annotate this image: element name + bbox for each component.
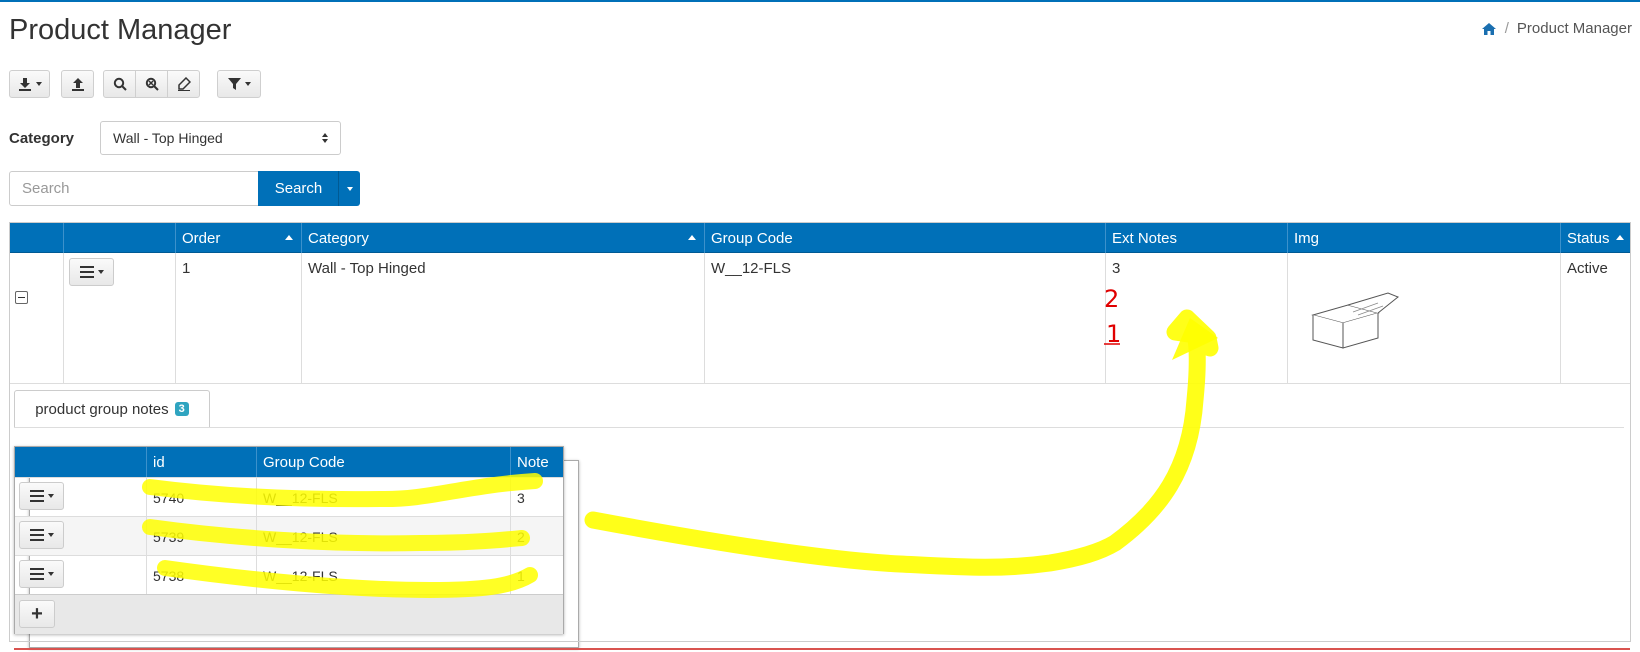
page-title-text: Product Manager [9, 14, 232, 46]
grid-cell-img [1288, 253, 1561, 383]
menu-icon [29, 529, 44, 541]
breadcrumb-current: Product Manager [1516, 20, 1632, 37]
grid-cell-actions [64, 253, 176, 383]
download-button[interactable] [9, 70, 50, 98]
download-icon [18, 78, 31, 91]
category-select[interactable]: Wall - Top Hinged [100, 121, 341, 155]
notes-cell-id: 5738 [147, 556, 257, 595]
notes-cell-actions [15, 517, 147, 556]
grid-header-order[interactable]: Order [176, 223, 302, 253]
page-title: Product Managerlist [9, 14, 579, 648]
search-input[interactable]: Search [9, 171, 259, 206]
home-icon[interactable] [1481, 21, 1497, 37]
grid-header: Order Category Group Code Ext Notes Img … [10, 223, 1630, 253]
notes-cell-note: 3 [517, 489, 525, 506]
notes-cell-note: 1 [517, 567, 525, 584]
grid-cell-expand [10, 253, 64, 383]
grid-header-ext-notes[interactable]: Ext Notes [1106, 223, 1288, 253]
notes-cell-actions [15, 556, 147, 595]
grid-cell-group-code: W__12-FLS [705, 253, 1106, 383]
row-menu-button[interactable] [19, 560, 64, 588]
tab-label: product group notes [35, 400, 169, 418]
grid-header-group-code[interactable]: Group Code [705, 223, 1106, 253]
edit-icon [177, 77, 191, 91]
notes-table: id Group Code Note 5740 W__12-FLS 3 5739… [14, 446, 564, 634]
notes-table-footer: + [15, 594, 563, 634]
grid-cell-status: Active [1567, 260, 1608, 277]
search-grid-button[interactable] [103, 70, 136, 98]
category-label: Category [9, 130, 75, 147]
upload-button[interactable] [61, 70, 94, 98]
search-button[interactable]: Search [258, 171, 339, 206]
grid-cell-ext-notes: 3 [1106, 253, 1288, 383]
tab-product-group-notes[interactable]: product group notes 3 [14, 390, 210, 428]
breadcrumb: / Product Manager [1481, 20, 1632, 37]
row-menu-button[interactable] [19, 521, 64, 549]
notes-cell-group-code: W__12-FLS [257, 556, 511, 595]
menu-icon [29, 490, 44, 502]
grid-header-status[interactable]: Status [1561, 223, 1630, 253]
category-select-value: Wall - Top Hinged [113, 130, 223, 146]
red-divider [14, 648, 1630, 650]
add-note-button[interactable]: + [19, 600, 55, 628]
count-badge: 3 [174, 402, 189, 416]
grid-cell-category: Wall - Top Hinged [302, 253, 705, 383]
select-arrows-icon [322, 133, 328, 143]
product-image [1311, 292, 1399, 349]
filter-button[interactable] [217, 70, 261, 98]
grid-header-img[interactable]: Img [1288, 223, 1561, 253]
menu-icon [29, 568, 44, 580]
chevron-down-icon [346, 186, 353, 191]
notes-header-note[interactable]: Note [517, 453, 549, 471]
grid-header-actions [64, 223, 176, 253]
notes-cell-group-code: W__12-FLS [257, 517, 511, 556]
filter-icon [227, 77, 241, 90]
upload-icon [71, 78, 84, 91]
row-menu-button[interactable] [69, 258, 114, 286]
edit-button[interactable] [167, 70, 200, 98]
notes-header-id[interactable]: id [147, 447, 257, 477]
notes-cell-id: 5740 [147, 478, 257, 517]
product-grid: Order Category Group Code Ext Notes Img … [9, 222, 1631, 642]
sort-asc-icon [285, 235, 293, 240]
table-row: 5739 W__12-FLS 2 [15, 516, 563, 556]
notes-cell-note: 2 [517, 528, 525, 545]
notes-cell-actions [15, 478, 147, 517]
clear-search-button[interactable] [135, 70, 168, 98]
notes-table-header: id Group Code Note [15, 447, 563, 477]
notes-header-actions [15, 447, 147, 477]
search-icon [113, 77, 127, 91]
tab-divider [14, 427, 1624, 428]
table-row: 5740 W__12-FLS 3 [15, 477, 563, 517]
search-dropdown-button[interactable] [338, 171, 360, 206]
row-divider [10, 383, 1630, 384]
grid-header-expand [10, 223, 64, 253]
grid-cell-order: 1 [176, 253, 302, 383]
row-menu-button[interactable] [19, 482, 64, 510]
notes-cell-id: 5739 [147, 517, 257, 556]
clear-search-icon [145, 77, 159, 91]
breadcrumb-separator: / [1504, 20, 1509, 37]
top-accent-line [0, 0, 1640, 2]
sort-asc-icon [688, 235, 696, 240]
notes-cell-group-code: W__12-FLS [257, 478, 511, 517]
notes-header-group-code[interactable]: Group Code [257, 447, 511, 477]
sort-asc-icon [1616, 235, 1624, 240]
collapse-icon[interactable] [15, 291, 28, 304]
table-row: 5738 W__12-FLS 1 [15, 555, 563, 595]
grid-header-category[interactable]: Category [302, 223, 705, 253]
menu-icon [79, 266, 94, 278]
